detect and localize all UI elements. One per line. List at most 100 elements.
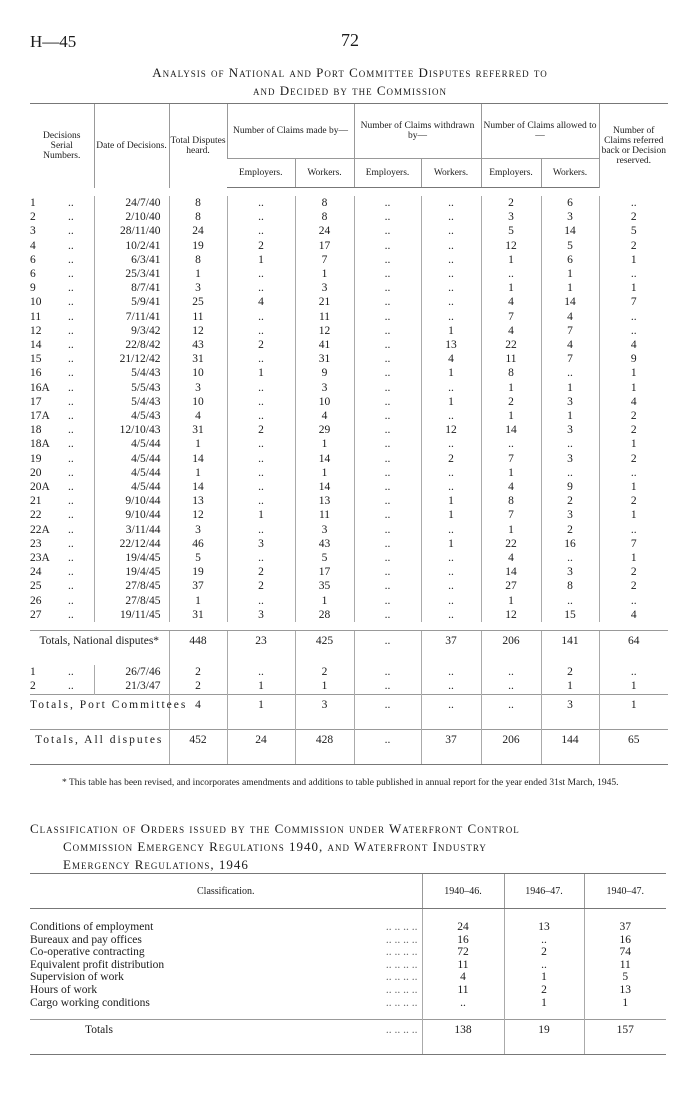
allowed-employers-total: ..	[480, 693, 542, 729]
made-workers-cell: 1	[294, 593, 355, 608]
leader-dots: ..	[68, 211, 74, 224]
decision-date: 27/8/45	[93, 593, 169, 608]
table-row: 20A.. 4/5/44 14.. 14.... 4 9 1	[30, 480, 669, 495]
made-workers-cell: 9	[294, 366, 355, 381]
serial-number-cell: 18..	[30, 423, 94, 437]
withdrawn-workers-cell: ..	[420, 238, 482, 253]
withdrawn-workers-total: 37	[420, 630, 482, 666]
reserved-cell: ..	[598, 267, 669, 282]
header-serial: Decisions Serial Numbers.	[30, 103, 94, 188]
header-withdrawn-by: Number of Claims withdrawn by—	[353, 103, 482, 159]
serial-number-cell: 23..	[30, 537, 94, 551]
made-employers-cell: ..	[226, 352, 295, 367]
made-workers-cell: 17	[294, 565, 355, 580]
withdrawn-employers-cell: ..	[353, 252, 422, 268]
allowed-workers-cell: 7	[540, 352, 600, 367]
totals-national-row: Totals, National disputes* 448 23 425.. 37 20…	[30, 630, 669, 666]
header-classification: Classification.	[30, 873, 422, 909]
allowed-workers-cell: 1	[540, 409, 600, 424]
total-cell: 14	[168, 480, 227, 495]
1940-47-cell: 13	[583, 983, 666, 997]
serial-number: 15	[30, 353, 42, 366]
allowed-employers-cell: 7	[480, 451, 542, 466]
allowed-employers-cell: 1	[480, 465, 542, 481]
made-employers-cell: 2	[226, 579, 295, 594]
reserved-total: 1	[598, 693, 669, 729]
made-workers-cell: 8	[294, 196, 355, 211]
withdrawn-workers-total: 37	[420, 728, 482, 765]
made-workers-cell: 1	[294, 267, 355, 282]
table-row: 6.. 25/3/41 1.. 1...... 1..	[30, 267, 669, 282]
classification-label: Hours of work	[30, 983, 98, 996]
total-cell: 1	[168, 267, 227, 282]
serial-number: 19	[30, 452, 42, 465]
made-workers-cell: 11	[294, 508, 355, 523]
withdrawn-employers-total: ..	[353, 630, 422, 666]
1940-47-total: 157	[583, 1019, 666, 1056]
reserved-cell: ..	[598, 522, 669, 537]
classification-cell: Cargo working conditions .. .. .. ..	[30, 997, 422, 1010]
serial-number-cell: 4..	[30, 239, 94, 253]
leader-dots: ..	[68, 310, 74, 323]
1946-47-cell: 2	[503, 983, 584, 997]
serial-number: 27	[30, 608, 42, 621]
made-employers-total: 24	[226, 728, 295, 765]
leader-dots: ..	[68, 239, 74, 252]
withdrawn-employers-cell: ..	[353, 224, 422, 239]
allowed-workers-cell: 3	[540, 210, 600, 225]
table-row: Equivalent profit distribution.. .. .. .…	[30, 958, 666, 972]
made-workers-cell: 17	[294, 238, 355, 253]
decision-date: 4/5/44	[93, 437, 169, 452]
allowed-workers-cell: 3	[540, 451, 600, 466]
classification-label: Equivalent profit distribution	[30, 958, 165, 971]
leader-dots: ..	[68, 552, 74, 565]
made-workers-total: 428	[294, 728, 355, 765]
serial-number-cell: 15..	[30, 352, 94, 366]
decision-date: 5/4/43	[93, 394, 169, 410]
made-employers-cell: ..	[226, 323, 295, 339]
serial-number: 2	[30, 211, 36, 224]
classification-label: Cargo working conditions	[30, 996, 150, 1009]
leader-dots: ..	[68, 666, 74, 679]
withdrawn-employers-cell: ..	[353, 607, 422, 623]
allowed-employers-cell: 4	[480, 323, 542, 339]
serial-number: 12	[30, 324, 42, 337]
withdrawn-workers-cell: 1	[420, 394, 482, 410]
allowed-workers-cell: 3	[540, 508, 600, 523]
allowed-workers-cell: 7	[540, 323, 600, 339]
1940-46-cell: 24	[421, 908, 504, 934]
withdrawn-workers-cell: ..	[420, 551, 482, 566]
total-cell: 1	[168, 437, 227, 452]
decision-date: 21/3/47	[93, 679, 169, 694]
reserved-cell: 2	[598, 451, 669, 466]
decision-date: 21/12/42	[93, 352, 169, 367]
total-cell: 10	[168, 366, 227, 381]
spacer-row	[30, 622, 668, 631]
serial-number: 26	[30, 594, 42, 607]
allowed-workers-cell: 3	[540, 423, 600, 438]
reserved-cell: ..	[598, 323, 669, 339]
serial-number-cell: 22..	[30, 508, 94, 522]
classification-cell: Equivalent profit distribution .. .. .. .…	[30, 959, 422, 972]
decision-date: 9/10/44	[93, 494, 169, 509]
allowed-employers-cell: 22	[480, 536, 542, 552]
made-employers-cell: ..	[226, 451, 295, 466]
leader-dots: .. .. .. ..	[385, 1024, 418, 1037]
leader-dots: ..	[68, 339, 74, 352]
serial-number: 4	[30, 239, 36, 252]
classification-cell: Bureaux and pay offices .. .. .. ..	[30, 934, 422, 947]
made-workers-cell: 14	[294, 451, 355, 466]
table-row: 23.. 22/12/44 46 3 43.. 1 22 16 7	[30, 536, 669, 552]
withdrawn-workers-cell: ..	[420, 522, 482, 537]
allowed-workers-cell: 2	[540, 665, 600, 680]
serial-number: 10	[30, 296, 42, 309]
total-cell: 31	[168, 423, 227, 438]
leader-dots: ..	[68, 225, 74, 238]
leader-dots: ..	[68, 367, 74, 380]
1940-47-cell: 74	[583, 946, 666, 959]
serial-number: 16A	[30, 381, 50, 394]
allowed-employers-cell: 1	[480, 593, 542, 608]
1940-46-cell: 4	[421, 971, 504, 984]
withdrawn-employers-cell: ..	[353, 309, 422, 324]
withdrawn-employers-cell: ..	[353, 338, 422, 353]
